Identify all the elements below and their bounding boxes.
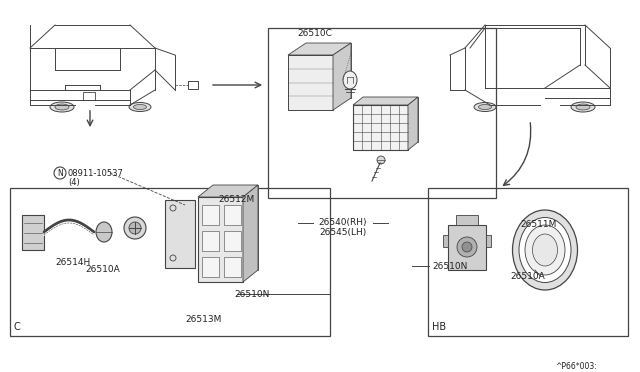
Ellipse shape [134,105,147,109]
Ellipse shape [525,225,565,275]
Bar [22,215,44,250]
Text: HB: HB [432,322,446,332]
Text: 26540(RH): 26540(RH) [319,218,367,227]
Ellipse shape [129,103,151,112]
Text: N: N [57,169,63,177]
Bar [188,81,198,89]
Bar [443,235,448,247]
Text: 26512M: 26512M [218,195,254,204]
Bar [213,185,258,270]
Bar [224,257,241,277]
Bar [268,28,496,198]
Ellipse shape [479,105,492,109]
Text: 26545(LH): 26545(LH) [319,228,367,237]
Ellipse shape [513,210,577,290]
Ellipse shape [519,218,571,282]
Text: 26510N: 26510N [432,262,467,271]
Text: 26511M: 26511M [520,220,556,229]
Polygon shape [333,43,351,110]
Bar [10,188,330,336]
Ellipse shape [55,104,69,110]
Bar [83,92,95,100]
Polygon shape [288,43,351,55]
Bar [224,231,241,251]
Text: 26514H: 26514H [55,258,90,267]
Bar [224,205,241,225]
Bar [198,197,243,282]
Text: ^P66*003:: ^P66*003: [555,362,596,371]
Bar [428,188,628,336]
Bar [288,55,333,110]
Bar [448,225,486,270]
Polygon shape [243,185,258,282]
Ellipse shape [96,222,112,242]
Ellipse shape [474,103,496,112]
Bar [353,105,408,150]
Bar [202,231,219,251]
Circle shape [129,222,141,234]
Ellipse shape [50,102,74,112]
Circle shape [124,217,146,239]
Text: 26510A: 26510A [85,265,120,274]
Bar [486,235,491,247]
Bar [363,97,418,142]
Polygon shape [198,185,258,197]
Ellipse shape [571,102,595,112]
Circle shape [377,156,385,164]
Text: 08911-10537: 08911-10537 [68,169,124,178]
Ellipse shape [576,104,590,110]
Bar [306,43,351,98]
Ellipse shape [343,71,357,89]
Text: C: C [14,322,20,332]
Text: 26510C: 26510C [297,29,332,38]
Bar [202,205,219,225]
Circle shape [462,242,472,252]
Text: 26513M: 26513M [185,315,221,324]
Circle shape [457,237,477,257]
Text: 26510N: 26510N [234,290,269,299]
Text: (4): (4) [68,178,80,187]
Bar [165,200,195,268]
Text: 26510A: 26510A [510,272,545,281]
Polygon shape [353,97,418,105]
Bar [456,215,478,225]
Polygon shape [408,97,418,150]
Bar [202,257,219,277]
Ellipse shape [532,234,557,266]
